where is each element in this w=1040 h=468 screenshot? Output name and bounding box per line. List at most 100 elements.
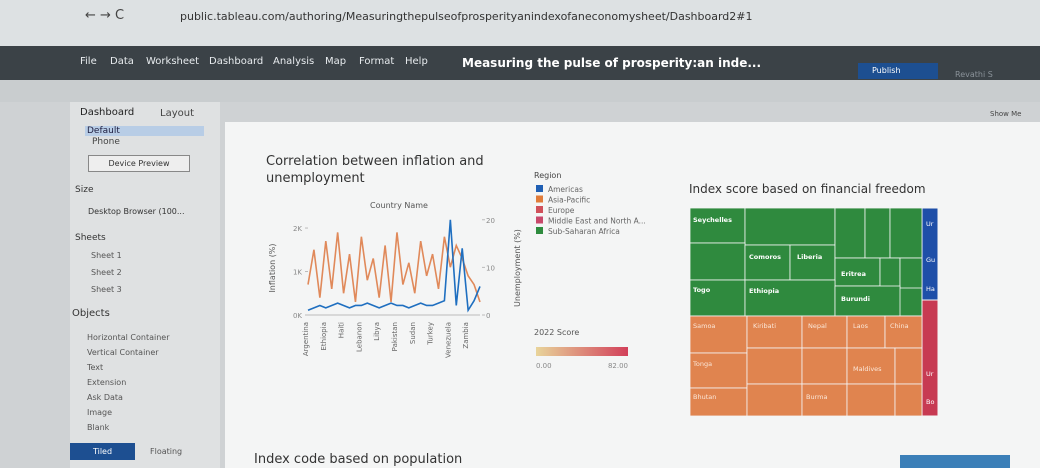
x-tick-label: Libya (373, 322, 381, 341)
treemap-label: Liberia (797, 253, 822, 261)
size-select[interactable]: Desktop Browser (100... (88, 207, 185, 216)
treemap-cell (744, 207, 836, 246)
treemap-label: Kiribati (753, 322, 776, 330)
treemap-cell (689, 279, 746, 317)
treemap-label: Burma (806, 393, 827, 401)
treemap-cell (801, 315, 848, 349)
sheet-item[interactable]: Sheet 2 (91, 268, 122, 277)
legend-title: Region (534, 171, 561, 180)
object-item[interactable]: Blank (87, 423, 110, 432)
y-tick-label: 1K (293, 269, 302, 277)
treemap-cell (879, 257, 901, 289)
menu-item[interactable]: Analysis (273, 56, 315, 67)
tab[interactable]: Layout (160, 108, 194, 119)
x-tick-label: Argentina (302, 322, 310, 356)
treemap-cell (884, 315, 923, 349)
menu-item[interactable]: File (80, 56, 97, 67)
section-label: Size (75, 185, 94, 195)
section-label: Objects (72, 308, 110, 319)
object-item[interactable]: Ask Data (87, 393, 123, 402)
treemap-label: Tonga (692, 360, 712, 368)
x-tick-label: Pakistan (391, 322, 399, 351)
y2-tick-label: 20 (486, 217, 495, 225)
treemap-cell (889, 207, 923, 259)
legend-item: Sub-Saharan Africa (548, 227, 620, 236)
legend-item: Asia-Pacific (548, 196, 590, 205)
color-ramp (536, 347, 628, 356)
treemap-title: Index score based on financial freedom (689, 182, 926, 196)
y2-tick-label: 0 (486, 312, 490, 320)
url[interactable]: public.tableau.com/authoring/Measuringth… (180, 10, 753, 23)
treemap-label: Ur (926, 220, 934, 228)
object-item[interactable]: Extension (87, 378, 127, 387)
legend-title: 2022 Score (534, 328, 579, 337)
treemap-cell (846, 383, 896, 417)
line-series (307, 219, 481, 313)
layout-mode[interactable]: Tiled (70, 443, 135, 460)
treemap-label: Seychelles (693, 216, 732, 224)
legend-swatch (536, 216, 543, 224)
treemap-cell (744, 279, 836, 317)
object-item[interactable]: Image (87, 408, 113, 417)
x-tick-label: Haiti (338, 322, 346, 338)
treemap-label: Nepal (808, 322, 827, 330)
tab[interactable]: Dashboard (80, 107, 135, 118)
treemap-label: Comoros (749, 253, 781, 261)
x-tick-label: Sudan (409, 322, 417, 344)
object-item[interactable]: Text (87, 363, 104, 372)
treemap-cell (894, 347, 923, 385)
menu-item[interactable]: Dashboard (209, 56, 264, 67)
treemap-label: Togo (693, 286, 711, 294)
publish-button[interactable]: Publish (858, 63, 938, 79)
workbook-title: Measuring the pulse of prosperity:an ind… (462, 56, 762, 70)
legend-swatch (536, 185, 543, 192)
x-tick-label: Ethiopia (320, 322, 328, 351)
treemap-label: Maldives (853, 365, 882, 373)
treemap-cell (894, 383, 923, 417)
treemap-cell (746, 347, 803, 385)
device-option[interactable]: Phone (92, 137, 120, 147)
menu-item[interactable]: Map (325, 56, 347, 67)
legend-item: Europe (548, 206, 575, 215)
menu-item[interactable]: Data (110, 56, 134, 67)
treemap-cell (834, 285, 901, 317)
menu-item[interactable]: Help (405, 56, 428, 67)
legend-max: 82.00 (608, 362, 628, 370)
treemap-cell (746, 383, 803, 417)
object-item[interactable]: Horizontal Container (87, 333, 170, 342)
treemap-cell (744, 244, 791, 281)
browser-chrome (0, 0, 1040, 46)
show-me[interactable]: Show Me (990, 110, 1022, 118)
menu-item[interactable]: Worksheet (146, 56, 200, 67)
treemap-cell (689, 242, 746, 281)
x-axis-title: Country Name (370, 201, 428, 210)
sheet-item[interactable]: Sheet 3 (91, 285, 122, 294)
nav-buttons[interactable]: ← → C (85, 8, 125, 23)
object-item[interactable]: Vertical Container (87, 348, 159, 357)
treemap-cell (834, 257, 881, 287)
y-tick-label: 0K (293, 312, 302, 320)
treemap-label: Eritrea (841, 270, 866, 278)
device-preview[interactable]: Device Preview (88, 155, 190, 172)
legend-swatch (536, 195, 543, 203)
treemap-label: Bhutan (693, 393, 716, 401)
toolbar (0, 80, 1040, 102)
treemap-label: China (890, 322, 909, 330)
treemap-cell (834, 207, 866, 259)
bottom-title: Index code based on population (254, 452, 463, 467)
treemap-cell (846, 347, 896, 385)
sheet-item[interactable]: Sheet 1 (91, 251, 122, 260)
menu-item[interactable]: Format (359, 56, 395, 67)
legend-min: 0.00 (536, 362, 552, 370)
section-label: Sheets (75, 233, 106, 243)
treemap-label: Gu (926, 256, 935, 264)
user[interactable]: Revathi S (955, 70, 993, 79)
device-option[interactable]: Default (85, 126, 204, 136)
treemap-cell (746, 315, 803, 349)
layout-mode[interactable]: Floating (150, 447, 183, 456)
legend-item: Americas (548, 185, 583, 194)
y-axis-title: Inflation (%) (268, 243, 277, 292)
treemap-label: Ethiopia (749, 287, 779, 295)
